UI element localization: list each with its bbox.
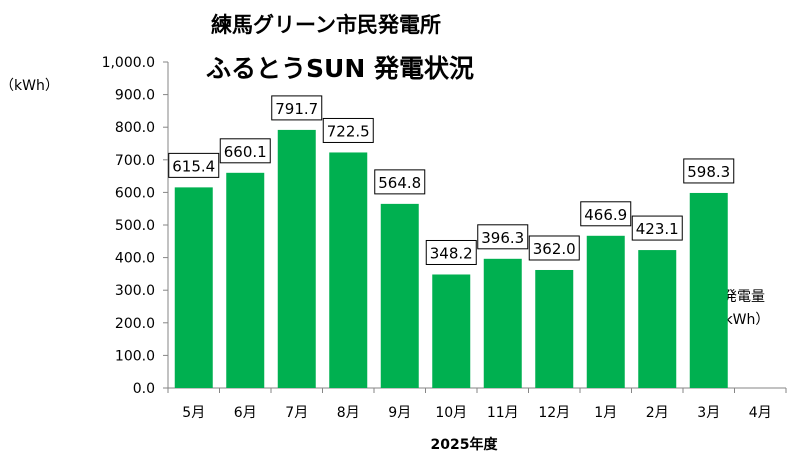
bar xyxy=(329,152,368,388)
y-tick-label: 700.0 xyxy=(115,153,155,169)
x-tick-label: 11月 xyxy=(487,405,519,421)
data-label-box xyxy=(477,224,529,250)
chart-subtitle: ふるとうSUN 発電状況 xyxy=(206,54,474,83)
data-label-box xyxy=(528,235,580,261)
data-label: 466.9 xyxy=(584,206,627,224)
y-tick-label: 600.0 xyxy=(115,185,155,201)
y-tick-label: 100.0 xyxy=(115,348,155,364)
data-label: 598.3 xyxy=(687,163,730,181)
x-tick-label: 12月 xyxy=(538,405,570,421)
data-label-box xyxy=(631,215,683,241)
data-label: 396.3 xyxy=(481,229,524,247)
data-label: 348.2 xyxy=(430,244,473,262)
x-tick-label: 6月 xyxy=(234,405,257,421)
y-tick-label: 1,000.0 xyxy=(102,55,155,71)
y-axis-unit: （kWh） xyxy=(0,78,59,94)
y-tick-label: 900.0 xyxy=(115,88,155,104)
y-tick-label: 0.0 xyxy=(133,381,155,397)
data-label-box xyxy=(425,239,477,265)
x-tick-label: 10月 xyxy=(435,405,467,421)
plot-area: 0.0 100.0 200.0 300.0 400.0 500.0 600.0 700.0 80… xyxy=(102,55,787,421)
data-label: 615.4 xyxy=(172,157,215,175)
y-tick-label: 200.0 xyxy=(115,316,155,332)
bar xyxy=(689,192,728,388)
legend-series-name: 発電量 xyxy=(723,289,765,305)
bar xyxy=(638,250,677,388)
data-label-box xyxy=(374,169,426,195)
x-tick-label: 2月 xyxy=(646,405,669,421)
data-label-box xyxy=(683,158,735,184)
x-tick-label: 5月 xyxy=(182,405,205,421)
bar xyxy=(535,269,574,388)
x-tick-label: 7月 xyxy=(285,405,308,421)
y-tick-label: 400.0 xyxy=(115,251,155,267)
bar xyxy=(226,172,265,388)
data-label: 722.5 xyxy=(327,122,370,140)
bar xyxy=(432,274,471,388)
y-tick-label: 500.0 xyxy=(115,218,155,234)
bar xyxy=(586,235,625,388)
data-label: 791.7 xyxy=(275,100,318,118)
data-label: 564.8 xyxy=(378,174,421,192)
bar xyxy=(174,187,213,388)
x-tick-label: 4月 xyxy=(749,405,772,421)
x-tick-label: 8月 xyxy=(337,405,360,421)
data-label-box xyxy=(271,95,323,121)
bar xyxy=(483,258,522,388)
data-label-box xyxy=(322,117,374,143)
data-label-box xyxy=(580,201,632,227)
chart-title: 練馬グリーン市民発電所 xyxy=(211,13,441,37)
data-label: 362.0 xyxy=(533,240,576,258)
x-tick-label: 9月 xyxy=(388,405,411,421)
y-tick-label: 300.0 xyxy=(115,283,155,299)
data-label: 660.1 xyxy=(224,143,267,161)
data-label-box xyxy=(168,152,220,178)
data-label: 423.1 xyxy=(636,220,679,238)
x-axis-label: 2025年度 xyxy=(431,436,499,453)
bar xyxy=(380,203,419,388)
y-tick-label: 800.0 xyxy=(115,120,155,136)
data-label-box xyxy=(219,138,271,164)
x-tick-label: 3月 xyxy=(697,405,720,421)
x-tick-label: 1月 xyxy=(594,405,617,421)
bar xyxy=(277,129,316,388)
